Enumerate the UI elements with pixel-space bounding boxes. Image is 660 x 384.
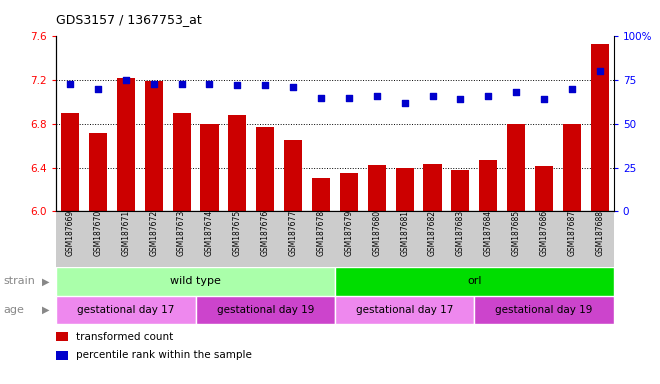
Point — [344, 94, 354, 101]
Bar — [89, 132, 107, 211]
Bar — [61, 113, 79, 211]
Bar — [368, 166, 386, 211]
Bar — [451, 170, 469, 211]
Text: wild type: wild type — [170, 276, 221, 286]
Point — [595, 68, 605, 74]
Bar — [56, 351, 69, 360]
Point — [539, 96, 549, 103]
Bar — [284, 140, 302, 211]
Bar — [56, 267, 335, 296]
Point — [455, 96, 466, 103]
Bar — [145, 81, 163, 211]
Bar — [312, 179, 330, 211]
Point — [204, 81, 214, 87]
Bar — [507, 124, 525, 211]
Point — [372, 93, 382, 99]
Bar — [479, 160, 498, 211]
Bar — [591, 44, 609, 211]
Text: gestational day 17: gestational day 17 — [356, 305, 453, 315]
Point — [176, 81, 187, 87]
Text: gestational day 19: gestational day 19 — [496, 305, 593, 315]
Bar — [424, 164, 442, 211]
Bar — [563, 124, 581, 211]
Bar — [256, 127, 275, 211]
Text: ▶: ▶ — [42, 305, 50, 315]
Text: age: age — [3, 305, 24, 315]
Bar — [56, 296, 195, 324]
Point — [567, 86, 578, 92]
Bar — [475, 296, 614, 324]
Text: percentile rank within the sample: percentile rank within the sample — [76, 350, 251, 361]
Text: ▶: ▶ — [42, 276, 50, 286]
Bar — [535, 166, 553, 211]
Text: gestational day 17: gestational day 17 — [77, 305, 174, 315]
Bar — [335, 267, 614, 296]
Bar — [228, 115, 246, 211]
Point — [288, 84, 298, 90]
Point — [511, 89, 521, 96]
Point — [121, 77, 131, 83]
Bar — [395, 167, 414, 211]
Point — [427, 93, 438, 99]
Point — [92, 86, 103, 92]
Point — [399, 100, 410, 106]
Point — [260, 82, 271, 88]
Bar — [195, 296, 335, 324]
Text: strain: strain — [3, 276, 35, 286]
Bar — [340, 173, 358, 211]
Text: GDS3157 / 1367753_at: GDS3157 / 1367753_at — [56, 13, 202, 26]
Bar — [117, 78, 135, 211]
Text: transformed count: transformed count — [76, 332, 173, 342]
Point — [148, 81, 159, 87]
Bar — [56, 333, 69, 341]
Bar — [172, 113, 191, 211]
Text: orl: orl — [467, 276, 482, 286]
Bar — [335, 296, 475, 324]
Point — [65, 81, 75, 87]
Text: gestational day 19: gestational day 19 — [216, 305, 314, 315]
Bar — [201, 124, 218, 211]
Point — [232, 82, 243, 88]
Point — [315, 94, 326, 101]
Point — [483, 93, 494, 99]
